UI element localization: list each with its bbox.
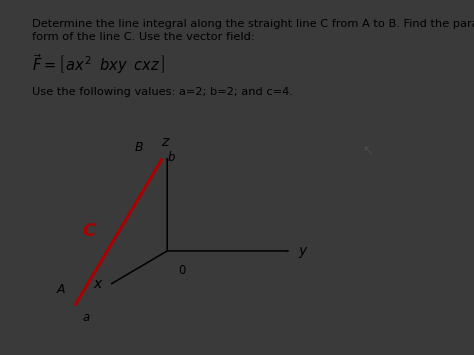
Text: 0: 0 [178, 264, 185, 277]
Text: y: y [298, 244, 306, 258]
Text: $\vec{F}=\left[\,ax^2\;\; bxy\;\; cxz\,\right]$: $\vec{F}=\left[\,ax^2\;\; bxy\;\; cxz\,\… [32, 52, 165, 76]
Text: Determine the line integral along the straight line C from A to B. Find the para: Determine the line integral along the st… [32, 19, 474, 29]
Text: b: b [167, 151, 175, 164]
Text: form of the line C. Use the vector field:: form of the line C. Use the vector field… [32, 32, 255, 42]
Text: a: a [82, 311, 90, 324]
Text: x: x [93, 277, 102, 291]
Text: Use the following values: a=2; b=2; and c=4.: Use the following values: a=2; b=2; and … [32, 87, 293, 97]
Text: B: B [135, 141, 143, 154]
Text: ↖: ↖ [363, 144, 373, 157]
Text: z: z [162, 135, 169, 149]
Text: C: C [82, 222, 95, 240]
Text: A: A [56, 283, 65, 296]
